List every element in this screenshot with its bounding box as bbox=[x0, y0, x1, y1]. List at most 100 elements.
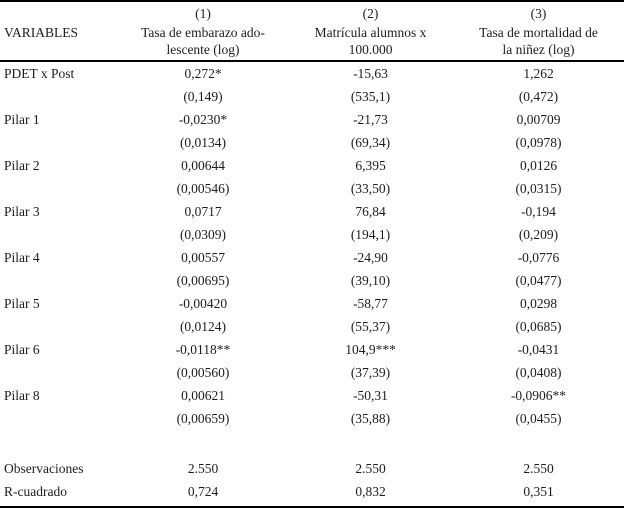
stderr-cell: (55,37) bbox=[350, 319, 391, 334]
coefficient-cell: 0,00557 bbox=[181, 250, 225, 265]
coefficient-cell: -0,0118** bbox=[175, 342, 231, 357]
coefficient-cell: 104,9*** bbox=[345, 342, 396, 357]
coefficient-cell: -0,0776 bbox=[517, 250, 560, 265]
coefficient-cell: 0,272* bbox=[184, 66, 222, 81]
row-label-cell bbox=[0, 430, 118, 457]
coefficient-cell: -0,0906** bbox=[510, 388, 567, 403]
stderr-cell: (37,39) bbox=[350, 365, 391, 380]
stat-value-cell: 2.550 bbox=[187, 461, 219, 476]
coefficient-row: PDET x Post 0,272* -15,63 1,262 bbox=[0, 61, 624, 85]
stderr-cell: (535,1) bbox=[350, 89, 391, 104]
row-label-cell bbox=[0, 361, 118, 384]
variable-label-cell: Pilar 3 bbox=[4, 204, 40, 219]
spacer-cell bbox=[453, 430, 624, 457]
variables-header-label: VARIABLES bbox=[4, 25, 79, 40]
variable-label-cell: Pilar 4 bbox=[4, 250, 40, 265]
coefficient-cell: -0,0431 bbox=[517, 342, 560, 357]
stat-value-cell: 2.550 bbox=[355, 461, 386, 476]
column-name-cell: Tasa de embarazo ado- lescente (log) bbox=[118, 24, 288, 62]
coefficient-cell: -0,194 bbox=[521, 204, 556, 219]
column-name-row: VARIABLES Tasa de embarazo ado- lescente… bbox=[0, 24, 624, 62]
coefficient-cell: -24,90 bbox=[353, 250, 388, 265]
table-body: PDET x Post 0,272* -15,63 1,262 (0,149) (535,… bbox=[0, 61, 624, 508]
column-name-line2: lescente (log) bbox=[166, 42, 240, 57]
stderr-row: (0,149) (535,1) (0,472) bbox=[0, 85, 624, 108]
stderr-cell: (39,10) bbox=[350, 273, 391, 288]
row-label-cell bbox=[0, 177, 118, 200]
coefficient-row: Pilar 3 0,0717 76,84 -0,194 bbox=[0, 200, 624, 223]
coefficient-cell: 76,84 bbox=[355, 204, 386, 219]
coefficient-cell: 0,0717 bbox=[184, 204, 222, 219]
stat-row: R-cuadrado 0,724 0,832 0,351 bbox=[0, 480, 624, 508]
variables-header-cell: VARIABLES bbox=[0, 24, 118, 62]
coefficient-cell: -58,77 bbox=[353, 296, 388, 311]
table-header: (1) (2) (3) VARIABLES Tasa de embarazo a… bbox=[0, 0, 624, 62]
column-number: (2) bbox=[288, 0, 453, 24]
stderr-cell: (0,0315) bbox=[515, 181, 562, 196]
coefficient-row: Pilar 6 -0,0118** 104,9*** -0,0431 bbox=[0, 338, 624, 361]
coefficient-cell: 0,00644 bbox=[181, 158, 225, 173]
coefficient-cell: -0,0230* bbox=[178, 112, 228, 127]
stderr-cell: (0,149) bbox=[183, 89, 223, 104]
row-label-cell bbox=[0, 131, 118, 154]
coefficient-row: Pilar 8 0,00621 -50,31 -0,0906** bbox=[0, 384, 624, 407]
spacer-row bbox=[0, 430, 624, 457]
row-label-cell bbox=[0, 315, 118, 338]
column-name-cell: Tasa de mortalidad de la niñez (log) bbox=[453, 24, 624, 62]
column-name-cell: Matrícula alumnos x 100.000 bbox=[288, 24, 453, 62]
stderr-row: (0,0309) (194,1) (0,209) bbox=[0, 223, 624, 246]
spacer-cell bbox=[118, 430, 288, 457]
coefficient-row: Pilar 1 -0,0230* -21,73 0,00709 bbox=[0, 108, 624, 131]
row-label-cell bbox=[0, 407, 118, 430]
column-name-line1: Tasa de mortalidad de bbox=[479, 25, 598, 40]
variable-label-cell: PDET x Post bbox=[4, 66, 75, 81]
stat-value-cell: 2.550 bbox=[523, 461, 554, 476]
stderr-cell: (0,0685) bbox=[515, 319, 562, 334]
stderr-row: (0,00695) (39,10) (0,0477) bbox=[0, 269, 624, 292]
variable-label-cell: Pilar 2 bbox=[4, 158, 40, 173]
stderr-row: (0,0124) (55,37) (0,0685) bbox=[0, 315, 624, 338]
stat-value-cell: 0,724 bbox=[118, 480, 288, 508]
coefficient-cell: -21,73 bbox=[353, 112, 388, 127]
stderr-row: (0,00546) (33,50) (0,0315) bbox=[0, 177, 624, 200]
stderr-row: (0,00560) (37,39) (0,0408) bbox=[0, 361, 624, 384]
stderr-cell: (33,50) bbox=[350, 181, 391, 196]
coefficient-cell: -0,00420 bbox=[178, 296, 228, 311]
stderr-cell: (0,0455) bbox=[515, 411, 562, 426]
stderr-cell: (0,0408) bbox=[515, 365, 562, 380]
spacer-cell bbox=[288, 430, 453, 457]
stderr-cell: (0,0978) bbox=[515, 135, 562, 150]
stderr-cell: (0,00659) bbox=[176, 411, 230, 426]
row-label-cell bbox=[0, 85, 118, 108]
stderr-cell: (35,88) bbox=[350, 411, 391, 426]
stderr-cell: (0,0477) bbox=[515, 273, 562, 288]
variable-label-cell: Pilar 8 bbox=[4, 388, 40, 403]
empty-corner-cell bbox=[0, 0, 118, 24]
stderr-cell: (0,472) bbox=[518, 89, 559, 104]
coefficient-row: Pilar 4 0,00557 -24,90 -0,0776 bbox=[0, 246, 624, 269]
variable-label-cell: Pilar 5 bbox=[4, 296, 40, 311]
stderr-cell: (0,00546) bbox=[176, 181, 230, 196]
coefficient-cell: -50,31 bbox=[353, 388, 388, 403]
coefficient-cell: 0,00621 bbox=[181, 388, 225, 403]
stderr-cell: (0,0124) bbox=[179, 319, 227, 334]
stat-value-cell: 0,832 bbox=[288, 480, 453, 508]
stderr-cell: (0,209) bbox=[518, 227, 559, 242]
stderr-row: (0,0134) (69,34) (0,0978) bbox=[0, 131, 624, 154]
coefficient-row: Pilar 2 0,00644 6,395 0,0126 bbox=[0, 154, 624, 177]
variable-label-cell: Pilar 1 bbox=[4, 112, 40, 127]
column-name-line2: 100.000 bbox=[348, 42, 393, 57]
stat-label-cell: Observaciones bbox=[4, 461, 84, 476]
column-name-line1: Matrícula alumnos x bbox=[314, 25, 427, 40]
variable-label-cell: Pilar 6 bbox=[4, 342, 40, 357]
stat-label-cell: R-cuadrado bbox=[0, 480, 118, 508]
coefficient-cell: 0,0126 bbox=[519, 158, 558, 173]
stat-row: Observaciones 2.550 2.550 2.550 bbox=[0, 457, 624, 480]
row-label-cell bbox=[0, 223, 118, 246]
coefficient-cell: 0,00709 bbox=[516, 112, 561, 127]
column-name-line1: Tasa de embarazo ado- bbox=[141, 25, 265, 40]
stderr-cell: (194,1) bbox=[350, 227, 391, 242]
coefficient-row: Pilar 5 -0,00420 -58,77 0,0298 bbox=[0, 292, 624, 315]
column-name-line2: la niñez (log) bbox=[502, 42, 575, 57]
